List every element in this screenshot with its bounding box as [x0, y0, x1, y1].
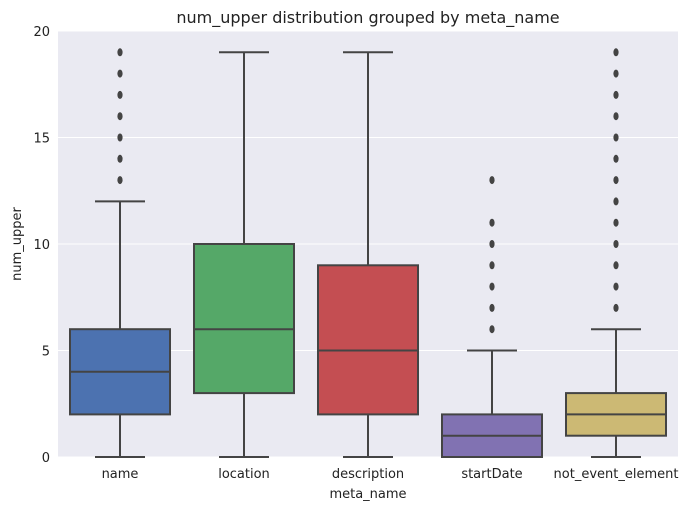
outlier-point [117, 133, 123, 142]
outlier-point [613, 112, 619, 121]
box-name [69, 48, 171, 458]
y-tick-label: 5 [42, 345, 50, 360]
y-axis-label: num_upper [10, 206, 25, 280]
x-axis-ticks: name location description startDate not_even… [102, 467, 679, 482]
boxes [69, 48, 667, 458]
y-tick-label: 20 [33, 25, 50, 40]
y-axis-ticks: 0 5 10 15 20 [33, 25, 50, 466]
outlier-point [613, 282, 619, 291]
x-axis-label: meta_name [329, 487, 406, 502]
x-tick-label: name [102, 467, 139, 482]
outlier-point [489, 282, 495, 291]
iqr-box [193, 243, 295, 395]
iqr-box [317, 264, 419, 416]
outlier-point [489, 176, 495, 185]
outlier-point [117, 112, 123, 121]
outlier-point [613, 154, 619, 163]
y-tick-label: 10 [33, 238, 50, 253]
outlier-point [117, 48, 123, 57]
outlier-point [117, 90, 123, 99]
outlier-point [613, 133, 619, 142]
outlier-point [489, 261, 495, 270]
box-not_event_element [565, 48, 667, 458]
outlier-point [613, 48, 619, 57]
outlier-point [489, 325, 495, 334]
outlier-point [613, 197, 619, 206]
x-tick-label: location [218, 467, 270, 482]
box-location [193, 51, 295, 458]
outlier-point [613, 90, 619, 99]
y-tick-label: 15 [33, 132, 50, 147]
outlier-point [613, 69, 619, 78]
outlier-point [613, 240, 619, 248]
outlier-point [613, 176, 619, 185]
box-startDate [441, 176, 543, 458]
y-tick-label: 0 [42, 451, 50, 466]
outlier-point [613, 303, 619, 312]
outlier-point [117, 154, 123, 163]
outlier-point [613, 261, 619, 270]
outlier-point [489, 218, 495, 227]
outlier-point [489, 240, 495, 248]
outlier-point [117, 176, 123, 185]
chart-title: num_upper distribution grouped by meta_n… [176, 8, 559, 28]
outlier-point [613, 218, 619, 227]
outlier-point [117, 69, 123, 78]
x-tick-label: description [332, 467, 404, 482]
x-tick-label: startDate [461, 467, 522, 482]
outlier-point [489, 303, 495, 312]
box-description [317, 51, 419, 458]
x-tick-label: not_event_element [554, 467, 679, 482]
